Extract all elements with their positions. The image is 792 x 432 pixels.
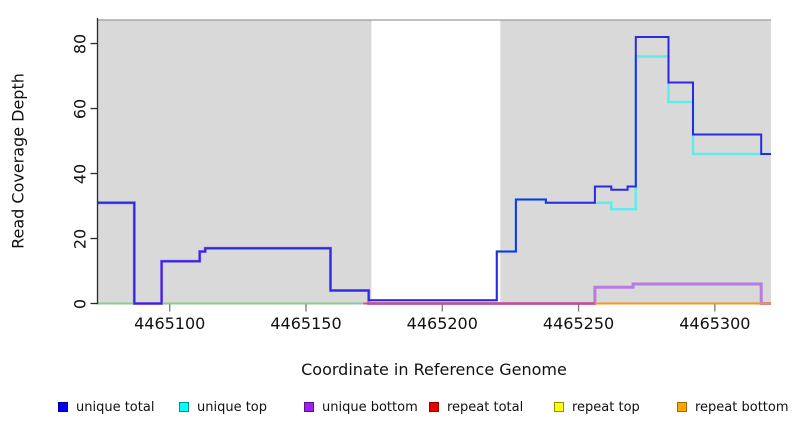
legend-label: repeat bottom: [695, 399, 789, 415]
legend-swatch-unique-bottom: [304, 402, 314, 412]
legend-item-unique-total: unique total: [58, 399, 155, 415]
y-tick-label: 60: [70, 98, 90, 119]
legend-label: repeat total: [447, 399, 524, 415]
x-tick-label: 4465200: [406, 314, 478, 333]
legend-item-repeat-top: repeat top: [554, 399, 640, 415]
legend-item-repeat-total: repeat total: [429, 399, 524, 415]
x-tick-label: 4465300: [679, 314, 751, 333]
legend-swatch-repeat-top: [554, 402, 564, 412]
y-tick-label: 20: [70, 228, 90, 249]
legend-item-unique-top: unique top: [179, 399, 268, 415]
legend-label: repeat top: [572, 399, 640, 415]
legend-swatch-unique-total: [58, 402, 68, 412]
legend-label: unique total: [76, 399, 155, 415]
legend-item-unique-bottom: unique bottom: [304, 399, 418, 415]
x-tick-label: 4465150: [270, 314, 342, 333]
legend-swatch-repeat-total: [429, 402, 439, 412]
legend-swatch-repeat-bottom: [677, 402, 687, 412]
legend-label: unique top: [197, 399, 268, 415]
legend-label: unique bottom: [322, 399, 418, 415]
y-axis-title: Read Coverage Depth: [8, 73, 28, 249]
y-tick-label: 0: [70, 298, 90, 309]
series-unique-total: [97, 36, 771, 305]
x-tick-label: 4465250: [542, 314, 615, 333]
y-tick-label: 80: [70, 33, 90, 54]
x-tick-label: 4465100: [134, 314, 206, 333]
legend-swatch-unique-top: [179, 402, 189, 412]
white-band: [371, 20, 501, 304]
x-axis-title: Coordinate in Reference Genome: [301, 360, 567, 379]
y-tick-label: 40: [70, 163, 90, 184]
legend-item-repeat-bottom: repeat bottom: [677, 399, 789, 415]
